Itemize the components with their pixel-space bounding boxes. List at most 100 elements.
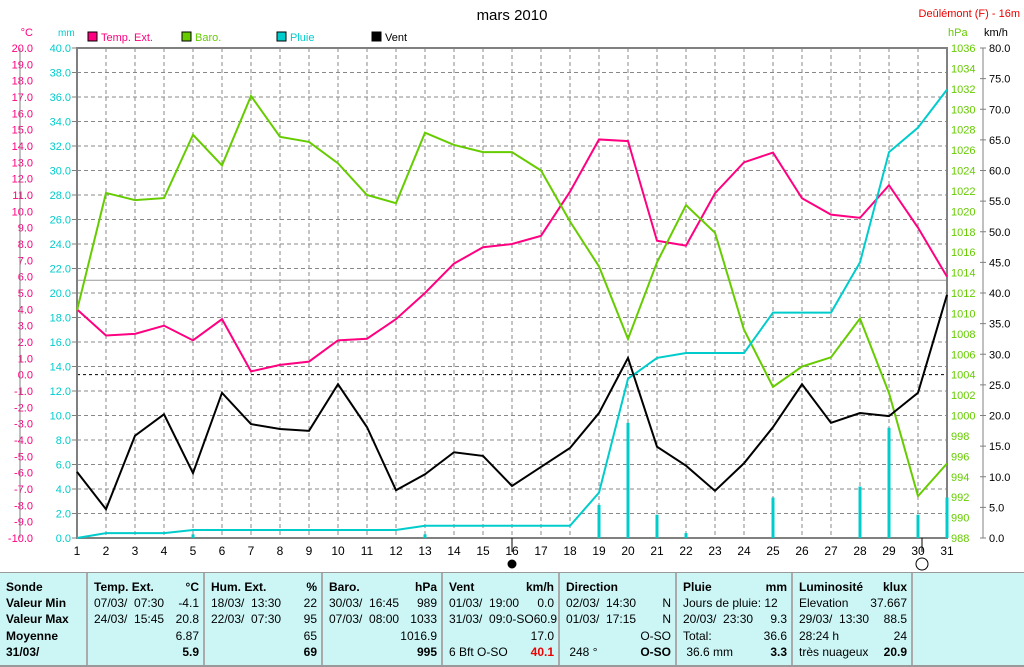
table-col-dir: Direction 02/03/ 14:30 N 01/03/ 17:15 N O-SO … <box>560 573 677 665</box>
series-line-temp-ext- <box>76 138 948 373</box>
day-tick-label: 13 <box>418 544 432 558</box>
row-label: Moyenne <box>6 628 59 643</box>
header-unit: km/h <box>525 580 554 594</box>
cell-value: 1016.9 <box>400 628 437 643</box>
cell-label: 36.6 mm <box>683 644 734 659</box>
header-unit: mm <box>765 580 787 594</box>
table-col-col0: Sonde Valeur Min Valeur Max Moyenne 31/03/ <box>0 573 88 665</box>
day-tick-label: 4 <box>161 544 168 558</box>
table-col-baro: Baro. hPa 30/03/ 16:45 989 07/03/ 08:00 1033 1… <box>323 573 443 665</box>
day-tick-label: 22 <box>679 544 693 558</box>
wind-tick-label: 70.0 <box>989 104 1010 116</box>
legend-label: Temp. Ext. <box>101 32 153 44</box>
cell-value: N <box>662 596 671 611</box>
cell-label: 01/03/ 19:00 <box>449 596 520 611</box>
day-tick-label: 20 <box>621 544 635 558</box>
baro-tick-label: 1008 <box>951 329 975 341</box>
day-tick-label: 24 <box>737 544 751 558</box>
baro-tick-label: 992 <box>951 492 969 504</box>
day-tick-label: 17 <box>534 544 548 558</box>
day-tick-label: 18 <box>563 544 577 558</box>
temp-tick-label: 8.0 <box>18 239 33 251</box>
table-row: 6.87 <box>94 628 199 644</box>
daily-rain-bar <box>191 534 195 538</box>
baro-tick-label: 1012 <box>951 288 975 300</box>
table-row: 07/03/ 08:00 1033 <box>329 611 437 627</box>
rain-tick-label: 24.0 <box>50 239 71 251</box>
table-header: Vent km/h <box>449 579 554 595</box>
cell-value: 5.9 <box>182 644 199 659</box>
day-tick-label: 28 <box>853 544 867 558</box>
table-row: 65 <box>211 628 317 644</box>
daily-rain-bar <box>887 427 891 538</box>
baro-tick-label: 1016 <box>951 247 975 259</box>
header-label: Hum. Ext. <box>211 580 267 594</box>
baro-tick-label: 996 <box>951 451 969 463</box>
cell-value: 989 <box>416 596 437 611</box>
temp-tick-label: 5.0 <box>18 288 33 300</box>
new-moon-icon <box>507 559 517 569</box>
baro-tick-label: 1026 <box>951 145 975 157</box>
wind-tick-label: 15.0 <box>989 441 1010 453</box>
legend-label: Pluie <box>290 32 314 44</box>
table-row: 28:24 h 24 <box>799 628 907 644</box>
temp-tick-label: 2.0 <box>18 337 33 349</box>
cell-label: 07/03/ 08:00 <box>329 612 400 627</box>
table-row: 01/03/ 17:15 N <box>566 611 671 627</box>
baro-tick-label: 1010 <box>951 308 975 320</box>
row-label: 31/03/ <box>6 644 40 659</box>
table-row: 07/03/ 07:30 -4.1 <box>94 595 199 611</box>
cell-label: 07/03/ 07:30 <box>94 596 165 611</box>
cell-label: 01/03/ 17:15 <box>566 612 637 627</box>
cell-label: Total: <box>683 628 712 643</box>
table-row: 30/03/ 16:45 989 <box>329 595 437 611</box>
full-moon-icon <box>915 557 929 571</box>
cell-value: O-SO <box>640 628 671 643</box>
table-row: 18/03/ 13:30 22 <box>211 595 317 611</box>
header-unit: hPa <box>414 580 437 594</box>
cell-value: 24 <box>893 628 907 643</box>
cell-value: 88.5 <box>883 612 907 627</box>
cell-label: 31/03/ 09:0-SO <box>449 612 534 627</box>
cell-value: 65 <box>303 628 317 643</box>
rain-tick-label: 26.0 <box>50 215 71 227</box>
weather-chart: mars 2010 Deûlémont (F) - 16m -10.0 -9.0 -8.… <box>8 7 1020 571</box>
table-header: Pluie mm <box>683 579 787 595</box>
temp-tick-label: 13.0 <box>12 157 33 169</box>
wind-tick-label: 0.0 <box>989 533 1004 545</box>
baro-tick-label: 1014 <box>951 268 975 280</box>
daily-rain-bar <box>684 533 688 538</box>
daily-rain-bar <box>597 504 601 538</box>
wind-tick-label: 25.0 <box>989 380 1010 392</box>
table-header: Temp. Ext. °C <box>94 579 199 595</box>
wind-tick-label: 5.0 <box>989 502 1004 514</box>
rain-tick-label: 38.0 <box>50 68 71 80</box>
daily-rain-bar <box>858 486 862 538</box>
temp-tick-label: 15.0 <box>12 125 33 137</box>
day-tick-label: 30 <box>911 544 925 558</box>
rain-tick-label: 16.0 <box>50 337 71 349</box>
cell-label: Jours de pluie: 12 <box>683 596 778 611</box>
cell-label: 28:24 h <box>799 628 840 643</box>
legend-label: Baro. <box>195 32 221 44</box>
cell-value: 69 <box>303 644 317 659</box>
day-tick-label: 9 <box>306 544 313 558</box>
wind-tick-label: 35.0 <box>989 319 1010 331</box>
rain-tick-label: 34.0 <box>50 117 71 129</box>
temp-tick-label: 18.0 <box>12 76 33 88</box>
rain-tick-label: 8.0 <box>56 435 71 447</box>
table-col-lum: Luminosité klux Elevation 37.667 29/03/ 13:3… <box>793 573 913 665</box>
series-line-vent <box>76 294 948 512</box>
cell-value: 6.87 <box>175 628 199 643</box>
wind-tick-label: 55.0 <box>989 196 1010 208</box>
table-header: Baro. hPa <box>329 579 437 595</box>
table-col-empty <box>913 573 1024 665</box>
temp-tick-label: 12.0 <box>12 174 33 186</box>
baro-tick-label: 1032 <box>951 84 975 96</box>
legend-label: Vent <box>385 32 407 44</box>
table-row: Jours de pluie: 12 <box>683 595 787 611</box>
table-row: O-SO <box>566 628 671 644</box>
day-tick-label: 26 <box>795 544 809 558</box>
wind-tick-label: 30.0 <box>989 349 1010 361</box>
temp-tick-label: -9.0 <box>14 517 33 529</box>
